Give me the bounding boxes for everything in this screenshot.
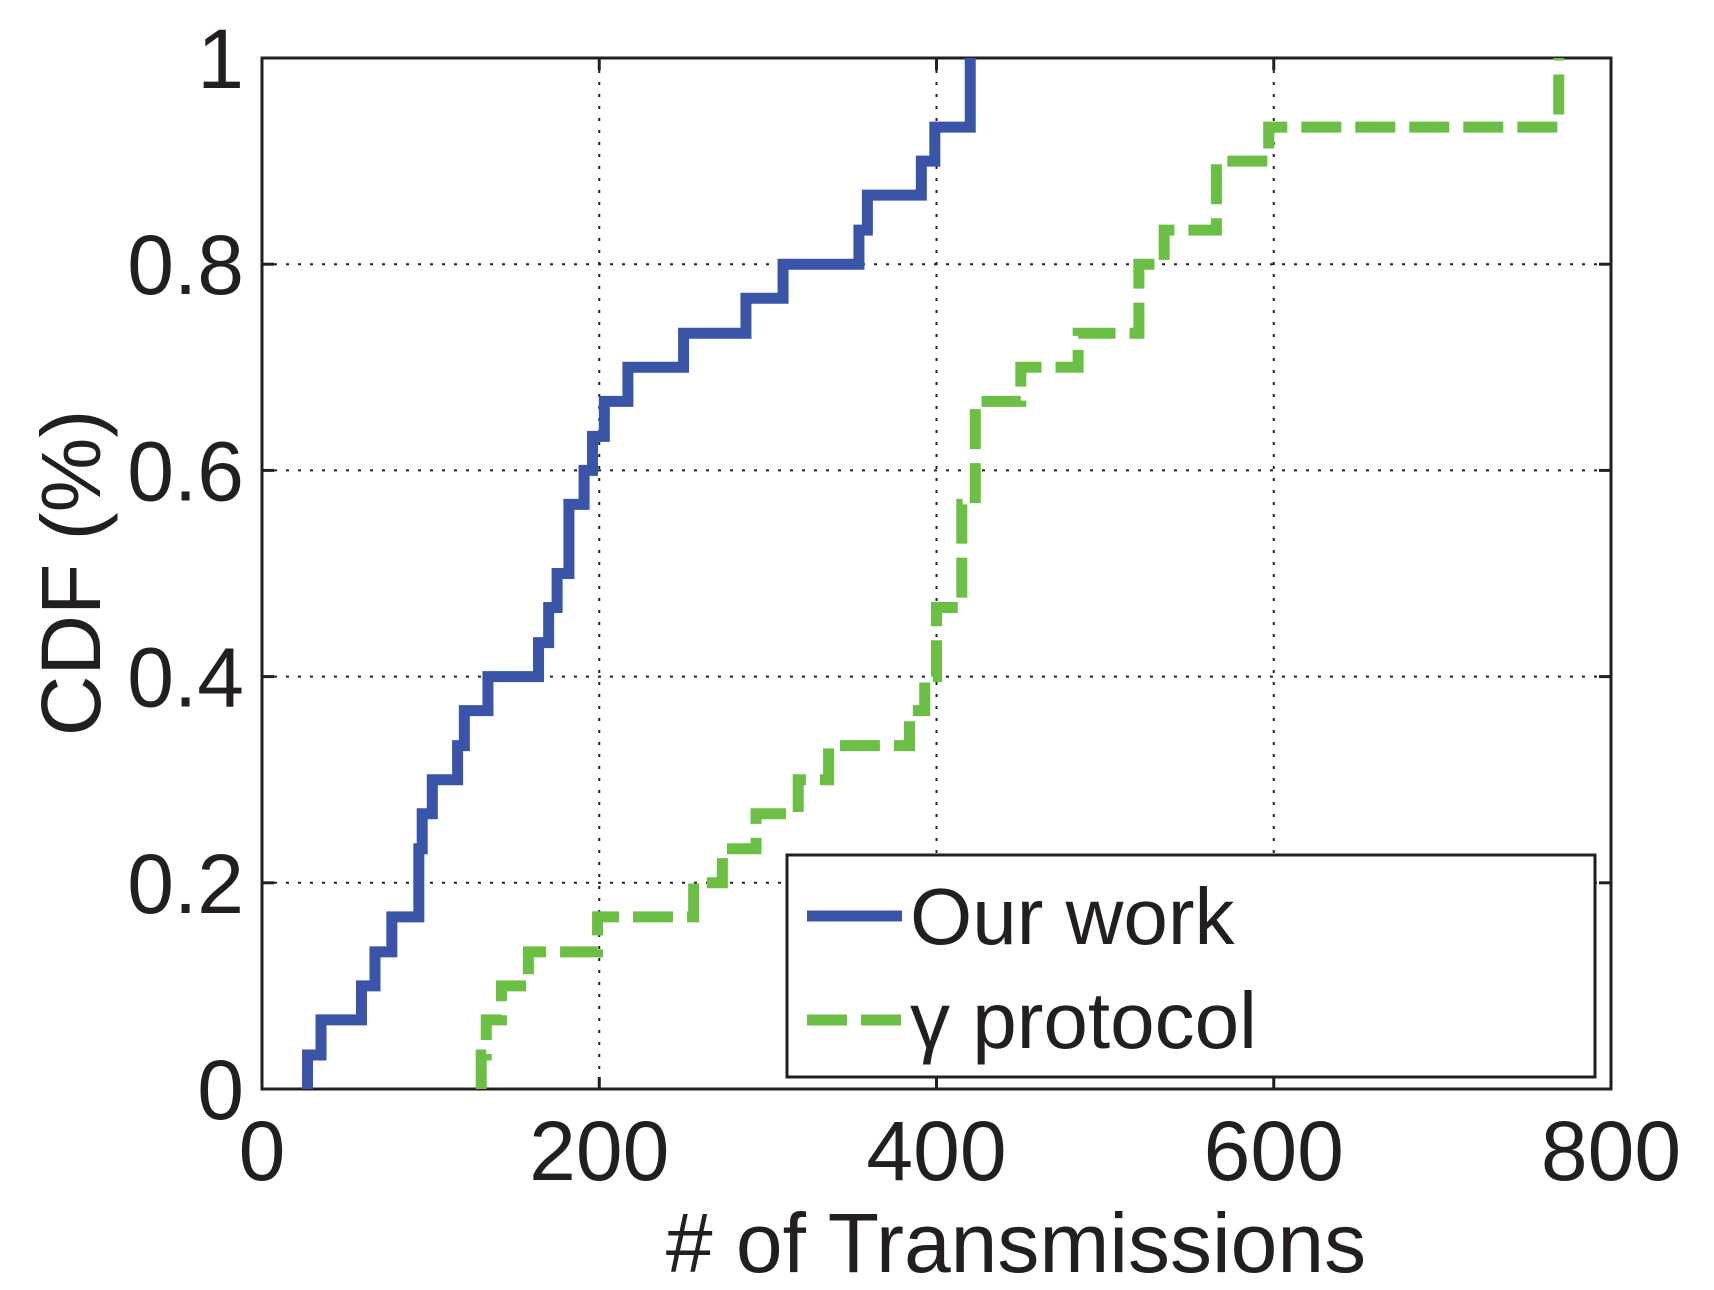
series-line-our-work xyxy=(302,58,976,1089)
tick-labels: 0 200 400 600 800 0 0.2 0.4 0.6 0.8 1 xyxy=(127,12,1681,1198)
legend: Our work γ protocol xyxy=(785,853,1597,1079)
y-axis-title: CDF (%) xyxy=(24,410,118,737)
x-tick-label: 600 xyxy=(1204,1104,1344,1198)
y-tick-label: 0.6 xyxy=(127,424,244,518)
y-tick-label: 0.2 xyxy=(127,837,244,931)
y-tick-label: 0.8 xyxy=(127,218,244,312)
x-axis-title: # of Transmissions xyxy=(666,1196,1366,1290)
x-tick-label: 400 xyxy=(866,1104,1006,1198)
y-tick-label: 1 xyxy=(197,12,244,106)
tick-marks xyxy=(260,56,1613,1091)
x-tick-label: 0 xyxy=(239,1104,286,1198)
x-tick-label: 200 xyxy=(529,1104,669,1198)
y-tick-label: 0 xyxy=(197,1043,244,1137)
x-tick-label: 800 xyxy=(1541,1104,1681,1198)
y-tick-label: 0.4 xyxy=(127,631,244,725)
series-layer xyxy=(302,58,1565,1089)
legend-label-our-work: Our work xyxy=(910,872,1235,961)
legend-box xyxy=(785,853,1597,1079)
legend-label-gamma-protocol: γ protocol xyxy=(910,976,1257,1065)
